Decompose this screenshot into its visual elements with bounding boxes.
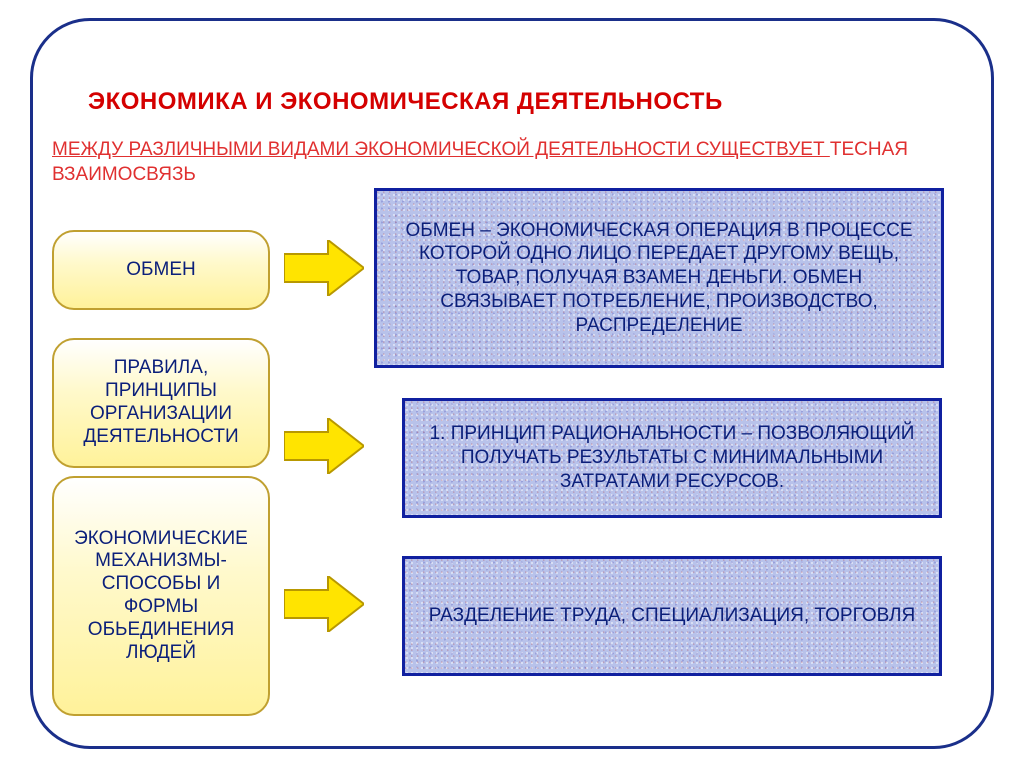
right-box-rationality: 1. ПРИНЦИП РАЦИОНАЛЬНОСТИ – ПОЗВОЛЯЮЩИЙ … [402, 398, 942, 518]
left-box-exchange: ОБМЕН [52, 230, 270, 310]
arrow-icon [284, 576, 364, 632]
right-box-text: 1. ПРИНЦИП РАЦИОНАЛЬНОСТИ – ПОЗВОЛЯЮЩИЙ … [423, 422, 921, 493]
left-box-rules: ПРАВИЛА, ПРИНЦИПЫ ОРГАНИЗАЦИИ ДЕЯТЕЛЬНОС… [52, 338, 270, 468]
left-box-label: ЭКОНОМИЧЕСКИЕ МЕХАНИЗМЫ- СПОСОБЫ И ФОРМЫ… [64, 528, 258, 665]
subtitle: МЕЖДУ РАЗЛИЧНЫМИ ВИДАМИ ЭКОНОМИЧЕСКОЙ ДЕ… [52, 138, 964, 187]
arrow-icon [284, 418, 364, 474]
right-box-exchange-def: ОБМЕН – ЭКОНОМИЧЕСКАЯ ОПЕРАЦИЯ В ПРОЦЕСС… [374, 188, 944, 368]
left-box-label: ОБМЕН [126, 259, 195, 282]
main-title: ЭКОНОМИКА И ЭКОНОМИЧЕСКАЯ ДЕЯТЕЛЬНОСТЬ [88, 88, 723, 116]
arrow-icon [284, 240, 364, 296]
right-box-text: ОБМЕН – ЭКОНОМИЧЕСКАЯ ОПЕРАЦИЯ В ПРОЦЕСС… [395, 219, 923, 338]
subtitle-underlined: МЕЖДУ РАЗЛИЧНЫМИ ВИДАМИ ЭКОНОМИЧЕСКОЙ ДЕ… [52, 139, 830, 160]
right-box-text: РАЗДЕЛЕНИЕ ТРУДА, СПЕЦИАЛИЗАЦИЯ, ТОРГОВЛ… [429, 604, 916, 628]
left-box-mechanisms: ЭКОНОМИЧЕСКИЕ МЕХАНИЗМЫ- СПОСОБЫ И ФОРМЫ… [52, 476, 270, 716]
left-box-label: ПРАВИЛА, ПРИНЦИПЫ ОРГАНИЗАЦИИ ДЕЯТЕЛЬНОС… [64, 357, 258, 448]
right-box-division: РАЗДЕЛЕНИЕ ТРУДА, СПЕЦИАЛИЗАЦИЯ, ТОРГОВЛ… [402, 556, 942, 676]
